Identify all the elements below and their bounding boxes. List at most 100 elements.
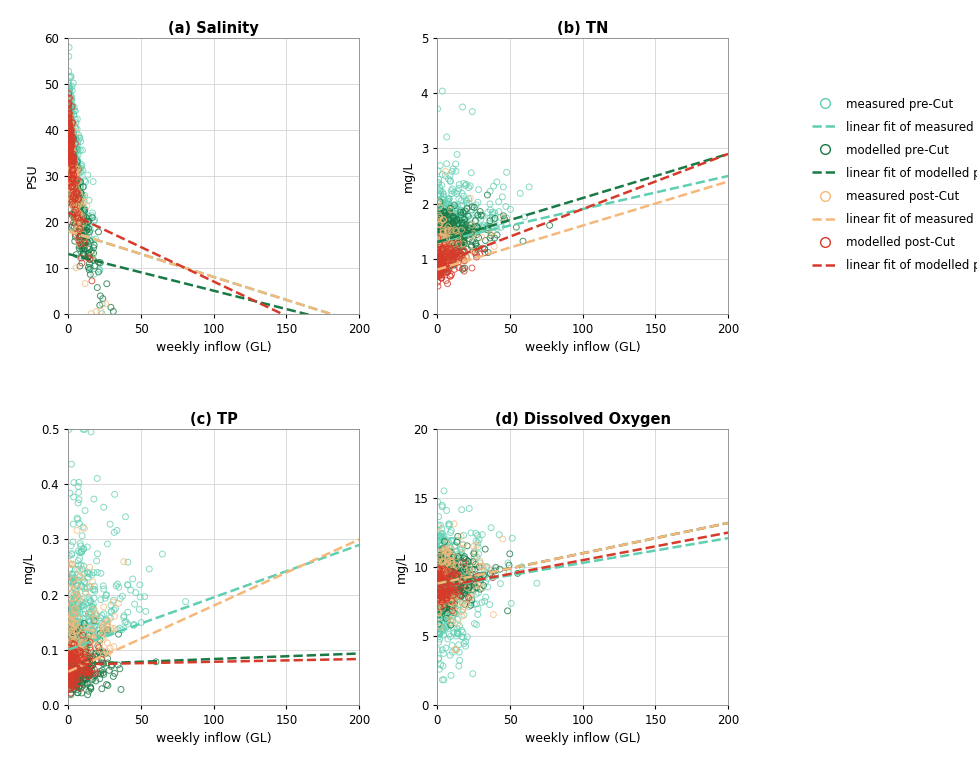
Point: [438, 255, 453, 267]
Point: [471, 211, 487, 224]
Point: [64, 172, 80, 185]
Point: [477, 565, 492, 577]
Point: [66, 679, 82, 691]
Point: [66, 669, 82, 682]
Point: [81, 611, 97, 623]
Point: [456, 230, 472, 242]
Point: [66, 235, 82, 247]
Point: [66, 187, 82, 199]
Point: [433, 582, 448, 594]
Point: [431, 234, 446, 246]
Point: [443, 579, 458, 591]
Point: [95, 293, 110, 305]
Point: [448, 548, 464, 561]
Point: [440, 222, 455, 234]
Point: [68, 166, 84, 178]
Point: [437, 247, 452, 260]
Point: [435, 236, 450, 248]
Point: [64, 183, 80, 195]
Point: [431, 577, 446, 589]
Point: [71, 600, 87, 612]
Point: [448, 570, 464, 582]
Point: [71, 565, 87, 577]
Point: [443, 620, 458, 632]
Point: [452, 207, 468, 219]
Point: [63, 153, 78, 165]
Point: [457, 592, 473, 604]
Point: [455, 626, 471, 638]
Point: [78, 621, 94, 633]
Point: [72, 181, 88, 193]
Point: [64, 134, 79, 146]
Point: [75, 229, 91, 241]
Point: [437, 208, 452, 221]
Point: [64, 664, 80, 676]
Point: [445, 576, 460, 588]
Point: [64, 642, 79, 654]
Point: [453, 581, 469, 594]
Point: [62, 164, 77, 176]
Point: [64, 670, 80, 683]
Point: [433, 260, 448, 272]
Point: [87, 663, 103, 676]
Point: [457, 262, 473, 274]
Point: [64, 663, 80, 675]
Point: [446, 211, 461, 223]
Point: [457, 587, 473, 599]
Point: [434, 234, 449, 246]
Point: [66, 158, 82, 170]
Point: [453, 241, 469, 254]
Point: [67, 153, 83, 165]
Point: [64, 658, 79, 670]
Point: [445, 248, 460, 260]
Point: [439, 243, 454, 255]
Point: [94, 653, 109, 666]
Point: [81, 627, 97, 640]
Point: [72, 683, 88, 695]
Point: [431, 256, 446, 268]
Point: [455, 208, 471, 220]
Point: [459, 540, 475, 552]
Point: [64, 663, 79, 676]
Point: [449, 570, 465, 582]
Point: [69, 160, 85, 172]
Point: [66, 178, 82, 191]
Point: [443, 237, 458, 249]
Point: [134, 617, 149, 629]
Point: [62, 99, 77, 111]
Point: [63, 687, 78, 699]
Point: [430, 211, 446, 223]
Point: [65, 165, 81, 178]
Point: [431, 570, 446, 582]
Point: [440, 608, 455, 620]
Point: [63, 624, 78, 636]
Point: [436, 647, 451, 660]
Point: [446, 555, 461, 567]
Point: [85, 624, 101, 636]
Point: [434, 581, 449, 593]
Point: [468, 214, 484, 227]
Point: [441, 255, 456, 267]
Point: [446, 571, 462, 583]
Point: [499, 212, 515, 224]
Point: [75, 632, 91, 644]
Point: [78, 666, 94, 679]
Point: [440, 575, 455, 588]
Point: [65, 638, 81, 650]
Point: [61, 92, 76, 104]
Point: [436, 623, 451, 635]
Point: [452, 556, 468, 568]
Point: [435, 578, 450, 591]
Point: [66, 594, 82, 607]
Point: [442, 563, 457, 575]
Point: [61, 656, 76, 669]
Point: [436, 214, 451, 226]
Point: [479, 560, 494, 572]
Point: [435, 604, 450, 617]
Point: [430, 566, 446, 578]
Point: [435, 234, 450, 247]
Point: [452, 571, 468, 583]
Point: [477, 219, 492, 231]
Point: [62, 70, 77, 83]
Point: [436, 260, 451, 272]
